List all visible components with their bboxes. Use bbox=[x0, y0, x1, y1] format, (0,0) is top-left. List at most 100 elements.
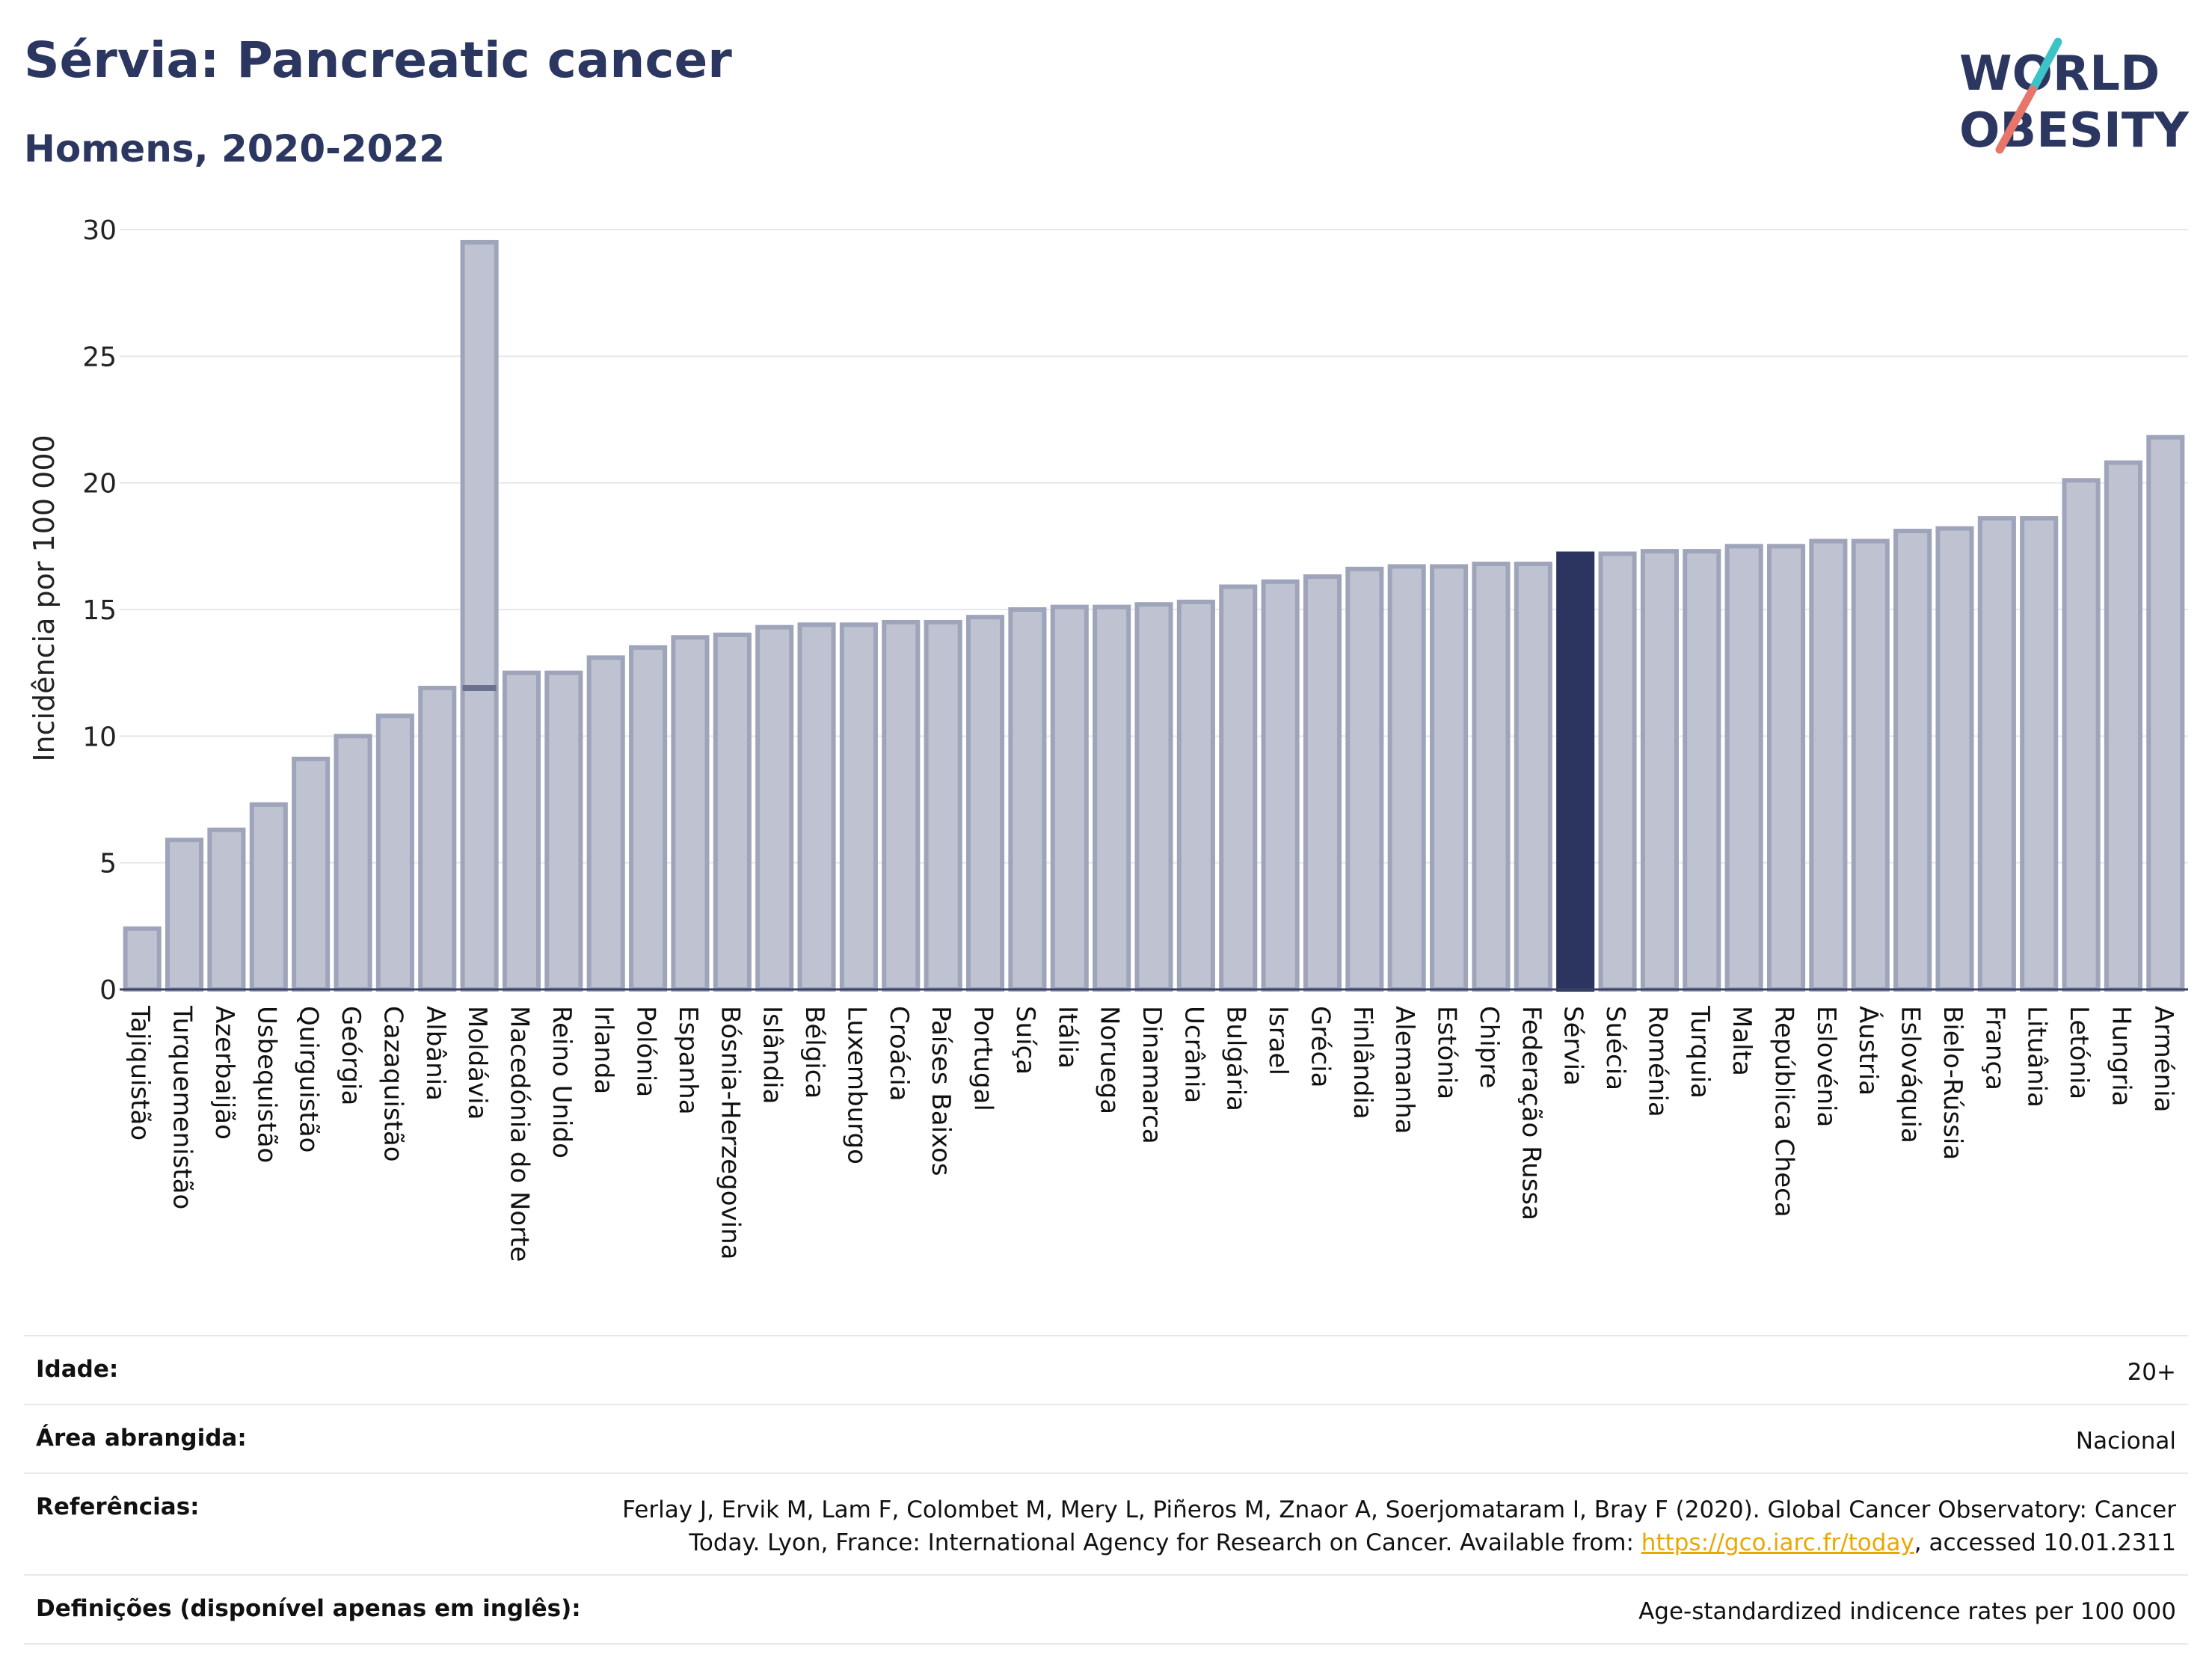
bar bbox=[1093, 604, 1131, 992]
bar bbox=[207, 827, 246, 992]
reference-text: Ferlay J, Ervik M, Lam F, Colombet M, Me… bbox=[622, 1496, 2176, 1556]
logo-slash-teal bbox=[2028, 37, 2062, 94]
info-value: 20+ bbox=[2127, 1359, 2176, 1386]
bar bbox=[249, 802, 288, 992]
bar bbox=[460, 239, 499, 992]
bar bbox=[1387, 564, 1426, 992]
bar bbox=[629, 645, 668, 992]
x-tick-label: Hungria bbox=[2106, 1006, 2136, 1107]
x-axis-tick-labels: Tajiquistão Turquemenistão Azerbaijão Usbeq… bbox=[125, 1005, 2178, 1262]
bar bbox=[2062, 478, 2101, 992]
bar bbox=[2020, 516, 2059, 992]
x-tick-label: Federação Russa bbox=[1516, 1006, 1546, 1220]
y-tick-label: 10 bbox=[82, 722, 117, 752]
x-tick-label: Estónia bbox=[1432, 1006, 1462, 1099]
x-tick-label: Finlândia bbox=[1348, 1006, 1377, 1120]
bar bbox=[1176, 599, 1215, 992]
bar bbox=[292, 756, 331, 992]
bar bbox=[2104, 460, 2142, 992]
bar bbox=[1893, 529, 1932, 992]
bar bbox=[755, 624, 794, 992]
x-tick-label: Bielo-Rússia bbox=[1938, 1006, 1967, 1160]
x-tick-label: Malta bbox=[1727, 1006, 1757, 1076]
x-tick-label: Luxemburgo bbox=[841, 1006, 871, 1164]
bar bbox=[797, 622, 836, 992]
info-row-area: Área abrangida: Nacional bbox=[24, 1404, 2188, 1473]
x-tick-label: Croácia bbox=[884, 1006, 914, 1102]
bar bbox=[1556, 551, 1595, 992]
info-value-references: Ferlay J, Ervik M, Lam F, Colombet M, Me… bbox=[606, 1493, 2176, 1559]
x-tick-label: Eslovénia bbox=[1811, 1006, 1841, 1127]
x-tick-label: Lituânia bbox=[2022, 1006, 2052, 1108]
bar bbox=[671, 635, 710, 992]
y-tick-label: 0 bbox=[99, 975, 117, 1006]
bar bbox=[1430, 564, 1469, 992]
x-tick-label: Sérvia bbox=[1558, 1006, 1588, 1086]
bar bbox=[1008, 607, 1047, 992]
y-tick-label: 15 bbox=[82, 595, 117, 626]
x-tick-label: Suécia bbox=[1600, 1006, 1630, 1090]
x-tick-label: República Checa bbox=[1769, 1006, 1799, 1218]
x-tick-label: Cazaquistão bbox=[378, 1006, 408, 1162]
x-tick-label: Espanha bbox=[673, 1006, 703, 1115]
bar bbox=[1724, 544, 1763, 992]
chart-title: Sérvia: Pancreatic cancer bbox=[24, 31, 732, 89]
x-tick-label: Portugal bbox=[968, 1006, 998, 1111]
info-row-age: Idade: 20+ bbox=[24, 1335, 2188, 1404]
bar bbox=[1851, 538, 1890, 992]
x-tick-label: Noruega bbox=[1095, 1006, 1125, 1114]
x-tick-label: Tajiquistão bbox=[125, 1005, 155, 1140]
bar bbox=[965, 615, 1005, 992]
x-tick-label: Azerbaijão bbox=[209, 1006, 239, 1140]
bar bbox=[1514, 562, 1552, 992]
y-axis-ticks: 0 5 10 15 20 25 30 bbox=[82, 215, 117, 1006]
x-tick-label: Geórgia bbox=[336, 1006, 366, 1105]
bar bbox=[1050, 604, 1089, 992]
logo-text-world: WORLD bbox=[1959, 46, 2160, 102]
bars bbox=[123, 239, 2185, 992]
y-tick-label: 25 bbox=[82, 342, 117, 372]
bar bbox=[1809, 538, 1848, 992]
bar bbox=[1261, 579, 1300, 992]
info-value: Nacional bbox=[2075, 1428, 2176, 1455]
x-tick-label: Irlanda bbox=[589, 1006, 618, 1094]
x-tick-label: Grécia bbox=[1305, 1006, 1335, 1087]
bar bbox=[924, 619, 962, 992]
info-label: Área abrangida: bbox=[36, 1425, 247, 1452]
x-tick-label: Reino Unido bbox=[547, 1006, 577, 1158]
bar bbox=[502, 670, 541, 992]
x-tick-label: Israel bbox=[1263, 1006, 1293, 1075]
x-tick-label: Bélgica bbox=[799, 1006, 829, 1099]
info-label: Definições (disponível apenas em inglês)… bbox=[36, 1595, 581, 1622]
reference-link[interactable]: https://gco.iarc.fr/today bbox=[1641, 1529, 1914, 1556]
x-tick-label: Quirguistão bbox=[294, 1006, 324, 1152]
x-tick-label: Moldávia bbox=[462, 1006, 492, 1120]
logo-slash-coral bbox=[1995, 85, 2037, 154]
logo-text-obesity: OBESITY bbox=[1959, 103, 2189, 159]
x-tick-label: Bósnia-Herzegovina bbox=[715, 1006, 745, 1260]
x-tick-label: Roménia bbox=[1642, 1006, 1672, 1117]
bar bbox=[882, 619, 921, 992]
bar bbox=[1766, 544, 1806, 992]
x-tick-label: Arménia bbox=[2148, 1006, 2178, 1113]
bar bbox=[1345, 566, 1384, 992]
x-tick-label: Polónia bbox=[631, 1006, 661, 1097]
x-tick-label: Alemanha bbox=[1389, 1006, 1419, 1134]
x-tick-label: Suíça bbox=[1010, 1006, 1040, 1075]
bar bbox=[1598, 551, 1637, 992]
x-tick-label: Macedónia do Norte bbox=[504, 1006, 534, 1262]
world-obesity-logo: WORLD OBESITY bbox=[1959, 37, 2189, 159]
bar bbox=[1303, 574, 1342, 992]
info-label: Idade: bbox=[36, 1356, 119, 1383]
x-tick-label: Turquia bbox=[1685, 1005, 1715, 1099]
x-tick-label: Áustria bbox=[1853, 1006, 1884, 1096]
x-tick-label: Albânia bbox=[420, 1006, 450, 1101]
bar bbox=[334, 734, 372, 992]
bar-chart: 0 5 10 15 20 25 30 Incidência por 100 000 Taji… bbox=[28, 215, 2188, 1262]
bar bbox=[839, 622, 878, 992]
reference-suffix: , accessed 10.01.2311 bbox=[1914, 1529, 2176, 1556]
bar bbox=[123, 926, 162, 992]
info-label: Referências: bbox=[36, 1493, 200, 1520]
info-row-references: Referências: Ferlay J, Ervik M, Lam F, C… bbox=[24, 1473, 2188, 1574]
x-tick-label: Islândia bbox=[758, 1006, 787, 1104]
